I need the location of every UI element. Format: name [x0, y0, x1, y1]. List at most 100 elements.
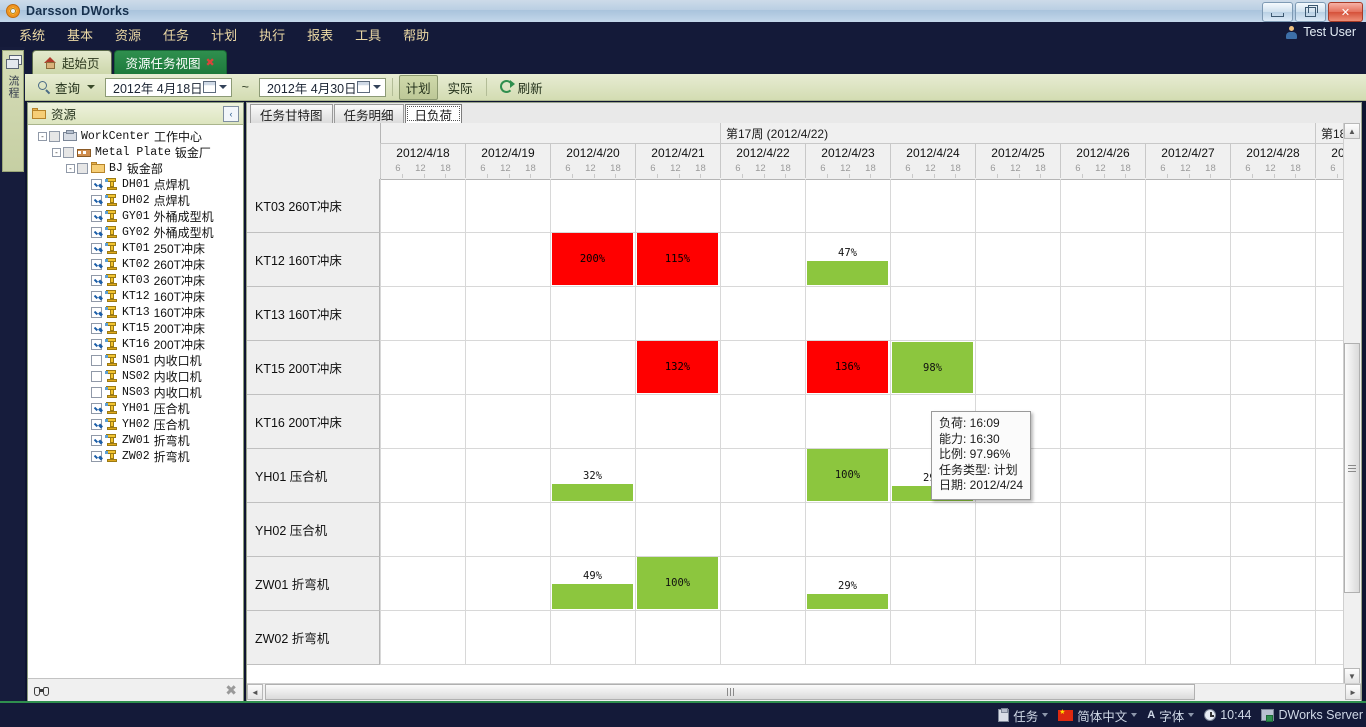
tree-node-KT03[interactable]: KT03 260T冲床	[28, 272, 243, 288]
scroll-right-button[interactable]: ►	[1345, 684, 1361, 700]
status-font[interactable]: A 字体	[1144, 706, 1197, 725]
menu-item-6[interactable]: 报表	[307, 28, 334, 43]
document-tab-0[interactable]: 起始页	[32, 50, 112, 74]
tree-checkbox[interactable]	[77, 162, 88, 174]
resource-row-label[interactable]: KT15 200T冲床	[247, 341, 380, 395]
tree-checkbox[interactable]	[49, 130, 60, 142]
tree-checkbox[interactable]	[91, 354, 102, 366]
tree-node-KT16[interactable]: KT16 200T冲床	[28, 336, 243, 352]
resource-row-label[interactable]: KT16 200T冲床	[247, 395, 380, 449]
tree-checkbox[interactable]	[91, 322, 102, 334]
tree-node-DH02[interactable]: DH02 点焊机	[28, 192, 243, 208]
tree-expander-icon[interactable]: -	[66, 163, 75, 173]
resource-row-label[interactable]: KT13 160T冲床	[247, 287, 380, 341]
load-bar[interactable]: 98%	[892, 342, 973, 393]
minimize-button[interactable]	[1262, 2, 1293, 22]
menu-item-8[interactable]: 帮助	[403, 28, 430, 43]
tree-node-WorkCenter[interactable]: - WorkCenter 工作中心	[28, 128, 243, 144]
resource-row-label[interactable]: KT12 160T冲床	[247, 233, 380, 287]
chevron-down-icon[interactable]	[1188, 713, 1195, 717]
tree-checkbox[interactable]	[91, 242, 102, 254]
tree-node-Metal Plate[interactable]: - Metal Plate 钣金厂	[28, 144, 243, 160]
tree-node-NS01[interactable]: NS01 内收口机	[28, 352, 243, 368]
tree-checkbox[interactable]	[91, 258, 102, 270]
resource-row-label[interactable]: ZW01 折弯机	[247, 557, 380, 611]
tree-node-ZW01[interactable]: ZW01 折弯机	[28, 432, 243, 448]
menu-item-5[interactable]: 执行	[259, 28, 286, 43]
tree-checkbox[interactable]	[91, 290, 102, 302]
scroll-down-button[interactable]: ▼	[1344, 668, 1360, 684]
refresh-button[interactable]: 刷新	[493, 75, 550, 100]
tree-checkbox[interactable]	[91, 370, 102, 382]
collapse-panel-button[interactable]: ‹	[223, 105, 239, 122]
load-bar[interactable]: 100%	[807, 449, 888, 501]
tree-expander-icon[interactable]: -	[52, 147, 61, 157]
menu-item-7[interactable]: 工具	[355, 28, 382, 43]
tree-node-DH01[interactable]: DH01 点焊机	[28, 176, 243, 192]
view-tab-2[interactable]: 日负荷	[404, 104, 463, 123]
menu-item-0[interactable]: 系统	[19, 28, 46, 43]
tree-checkbox[interactable]	[91, 338, 102, 350]
load-bar[interactable]: 136%	[807, 341, 888, 393]
tree-node-YH02[interactable]: YH02 压合机	[28, 416, 243, 432]
tree-node-KT02[interactable]: KT02 260T冲床	[28, 256, 243, 272]
resource-row-label[interactable]: ZW02 折弯机	[247, 611, 380, 665]
tree-node-KT01[interactable]: KT01 250T冲床	[28, 240, 243, 256]
tree-checkbox[interactable]	[91, 226, 102, 238]
menu-item-3[interactable]: 任务	[163, 28, 190, 43]
tree-checkbox[interactable]	[91, 450, 102, 462]
maximize-button[interactable]	[1295, 2, 1326, 22]
view-tab-1[interactable]: 任务明细	[333, 104, 404, 123]
tree-node-ZW02[interactable]: ZW02 折弯机	[28, 448, 243, 464]
query-button[interactable]: 查询	[31, 75, 102, 100]
load-bar[interactable]: 29%	[807, 580, 888, 609]
load-bar[interactable]: 132%	[637, 341, 718, 393]
load-bar[interactable]: 115%	[637, 233, 718, 285]
load-bar[interactable]: 49%	[552, 570, 633, 609]
chevron-down-icon[interactable]	[1042, 713, 1049, 717]
tree-node-BJ[interactable]: - BJ 钣金部	[28, 160, 243, 176]
chevron-down-icon[interactable]	[1131, 713, 1138, 717]
scroll-left-button[interactable]: ◄	[247, 684, 263, 700]
tree-node-NS02[interactable]: NS02 内收口机	[28, 368, 243, 384]
resource-row-label[interactable]: YH02 压合机	[247, 503, 380, 557]
process-panel-tab[interactable]: 流程	[2, 50, 24, 172]
tree-node-GY02[interactable]: GY02 外桶成型机	[28, 224, 243, 240]
date-to-input[interactable]: 2012年 4月30日	[258, 77, 386, 97]
tree-node-KT15[interactable]: KT15 200T冲床	[28, 320, 243, 336]
actual-mode-button[interactable]: 实际	[441, 75, 480, 100]
calendar-icon[interactable]	[356, 81, 370, 93]
tree-checkbox[interactable]	[91, 434, 102, 446]
close-button[interactable]: ✕	[1328, 2, 1363, 22]
tree-node-GY01[interactable]: GY01 外桶成型机	[28, 208, 243, 224]
resource-row-label[interactable]: KT03 260T冲床	[247, 179, 380, 233]
menu-item-1[interactable]: 基本	[67, 28, 94, 43]
tree-checkbox[interactable]	[91, 178, 102, 190]
vertical-scrollbar[interactable]: ▲ ▼	[1343, 123, 1361, 684]
tree-expander-icon[interactable]: -	[38, 131, 47, 141]
load-bar[interactable]: 200%	[552, 233, 633, 285]
tree-checkbox[interactable]	[91, 194, 102, 206]
tree-node-KT13[interactable]: KT13 160T冲床	[28, 304, 243, 320]
horizontal-scroll-thumb[interactable]	[265, 684, 1195, 700]
tree-node-NS03[interactable]: NS03 内收口机	[28, 384, 243, 400]
load-bar[interactable]: 32%	[552, 470, 633, 501]
status-task[interactable]: 任务	[995, 706, 1051, 725]
chevron-down-icon[interactable]	[218, 85, 227, 89]
menu-item-2[interactable]: 资源	[115, 28, 142, 43]
close-icon[interactable]: ✖	[205, 57, 215, 69]
tree-checkbox[interactable]	[91, 418, 102, 430]
date-from-input[interactable]: 2012年 4月18日	[105, 77, 232, 97]
menu-item-4[interactable]: 计划	[211, 28, 238, 43]
view-tab-0[interactable]: 任务甘特图	[250, 104, 333, 123]
document-tab-1[interactable]: 资源任务视图 ✖	[113, 50, 227, 74]
tree-checkbox[interactable]	[63, 146, 74, 158]
tree-checkbox[interactable]	[91, 210, 102, 222]
tree-checkbox[interactable]	[91, 402, 102, 414]
load-bar[interactable]: 100%	[637, 557, 718, 609]
horizontal-scrollbar[interactable]: ◄ ►	[247, 683, 1361, 701]
scroll-up-button[interactable]: ▲	[1344, 123, 1360, 139]
load-bar[interactable]: 47%	[807, 247, 888, 285]
status-language[interactable]: 简体中文	[1055, 706, 1140, 725]
plan-mode-button[interactable]: 计划	[398, 74, 438, 100]
